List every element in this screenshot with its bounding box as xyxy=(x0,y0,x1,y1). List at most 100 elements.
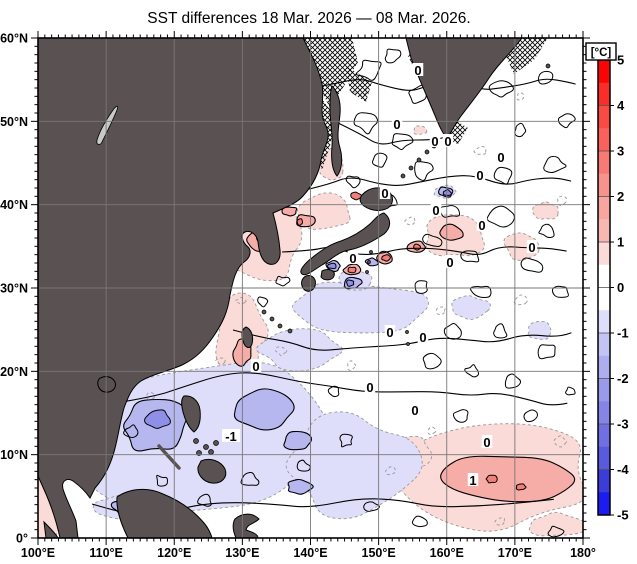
small-island xyxy=(203,444,209,450)
x-axis-label: 160°E xyxy=(430,546,464,560)
contour-loop xyxy=(537,344,556,360)
x-axis-label: 110°E xyxy=(89,546,123,560)
small-island xyxy=(208,449,214,455)
contour-loop xyxy=(565,386,576,396)
contour-label-halo xyxy=(409,403,421,416)
colorbar-unit-label: [°C] xyxy=(585,42,617,61)
negative-anomaly-weak xyxy=(256,328,344,372)
small-island xyxy=(405,330,409,334)
colorbar-segment xyxy=(598,242,610,266)
contour-loop xyxy=(486,205,515,228)
colorbar-segment xyxy=(598,151,610,175)
colorbar-segment xyxy=(598,401,610,425)
sea-ice-area xyxy=(506,38,548,74)
contour-label: 0 xyxy=(366,380,373,395)
contour-loop xyxy=(363,501,380,512)
colorbar-tick-label: -4 xyxy=(617,462,629,477)
colorbar-tick-label: 2 xyxy=(617,189,624,204)
contour-loop xyxy=(464,364,479,378)
contour-label: 0 xyxy=(528,240,535,255)
positive-anomaly-mid xyxy=(440,455,576,503)
positive-anomaly-strong xyxy=(413,243,422,251)
contour-label-halo xyxy=(412,63,424,76)
contour-label: 0 xyxy=(478,218,485,233)
contour-label: 0 xyxy=(431,134,438,149)
landmass xyxy=(320,269,335,281)
positive-anomaly-strong xyxy=(296,218,304,226)
colorbar-tick-label: -2 xyxy=(617,371,629,386)
positive-anomaly-mid xyxy=(281,206,298,217)
small-island xyxy=(406,342,410,346)
colorbar-segment xyxy=(598,60,610,84)
contour-loop xyxy=(422,233,443,247)
landmass xyxy=(157,444,181,470)
colorbar-segment xyxy=(598,333,610,357)
contour-loop xyxy=(504,373,522,389)
chart-title: SST differences 18 Mar. 2026 — 08 Mar. 2… xyxy=(147,10,470,27)
contour-loop xyxy=(537,70,554,85)
landmass xyxy=(43,520,59,538)
half-contour-loop xyxy=(553,435,567,448)
half-contour-loop xyxy=(215,357,226,366)
contour-loop xyxy=(411,515,428,528)
colorbar-segment xyxy=(598,105,610,129)
contour-loop xyxy=(384,48,402,64)
contour-label-halo xyxy=(391,117,403,130)
contour-label: 0 xyxy=(497,150,504,165)
landmass xyxy=(232,513,260,538)
landmass xyxy=(301,275,316,292)
positive-anomaly-weak xyxy=(413,125,428,135)
small-island xyxy=(400,173,406,179)
colorbar-segment xyxy=(598,310,610,334)
y-axis-label: 20°N xyxy=(0,365,28,379)
contour-loop xyxy=(520,257,544,273)
contour-loop xyxy=(123,424,139,439)
colorbar-segment xyxy=(598,446,610,470)
colorbar-segment xyxy=(598,492,610,516)
contour-loop xyxy=(460,250,480,263)
lake-baikal xyxy=(96,105,119,145)
colorbar-tick-label: -3 xyxy=(617,417,629,432)
contour-label: 0 xyxy=(393,117,400,132)
colorbar-segment xyxy=(598,469,610,493)
negative-anomaly-mid xyxy=(283,430,312,451)
sea-ice-area xyxy=(346,66,372,102)
contour-loop xyxy=(275,275,291,287)
y-axis-label: 60°N xyxy=(0,32,28,46)
contour-label-halo xyxy=(442,134,454,147)
positive-anomaly-strong xyxy=(350,191,363,201)
contour-label: 0 xyxy=(444,134,451,149)
half-contour-loop xyxy=(427,426,437,435)
contour-label: 0 xyxy=(419,330,426,345)
x-axis-label: 130°E xyxy=(225,546,259,560)
contour-loop xyxy=(422,352,442,370)
positive-anomaly-strong xyxy=(347,266,357,274)
x-axis-label: 140°E xyxy=(293,546,327,560)
x-axis-label: 100°E xyxy=(21,546,55,560)
zero-contour-line xyxy=(232,329,572,351)
small-island xyxy=(287,328,293,334)
small-island xyxy=(261,309,267,315)
contour-label-halo xyxy=(250,359,262,372)
colorbar-segment xyxy=(598,424,610,448)
contour-loop xyxy=(353,112,378,135)
positive-anomaly-strong xyxy=(515,483,527,491)
small-island xyxy=(408,165,414,171)
contour-label: 0 xyxy=(414,63,421,78)
contour-loop xyxy=(296,459,311,472)
contour-label-halo xyxy=(384,325,396,338)
contour-label: 0 xyxy=(483,435,490,450)
contour-label: -1 xyxy=(225,429,237,444)
contour-label-halo xyxy=(526,240,538,253)
positive-anomaly-weak xyxy=(503,232,540,261)
contour-loop xyxy=(372,152,388,168)
positive-anomaly-weak xyxy=(532,201,559,220)
colorbar-tick-label: 3 xyxy=(617,144,624,159)
contour-label-halo xyxy=(364,380,376,393)
landmass xyxy=(116,489,213,538)
contour-label-halo xyxy=(474,168,486,181)
contour-label-halo xyxy=(379,186,391,199)
positive-anomaly-weak xyxy=(528,511,583,537)
small-island xyxy=(545,63,551,69)
half-contour-loop xyxy=(146,392,156,400)
